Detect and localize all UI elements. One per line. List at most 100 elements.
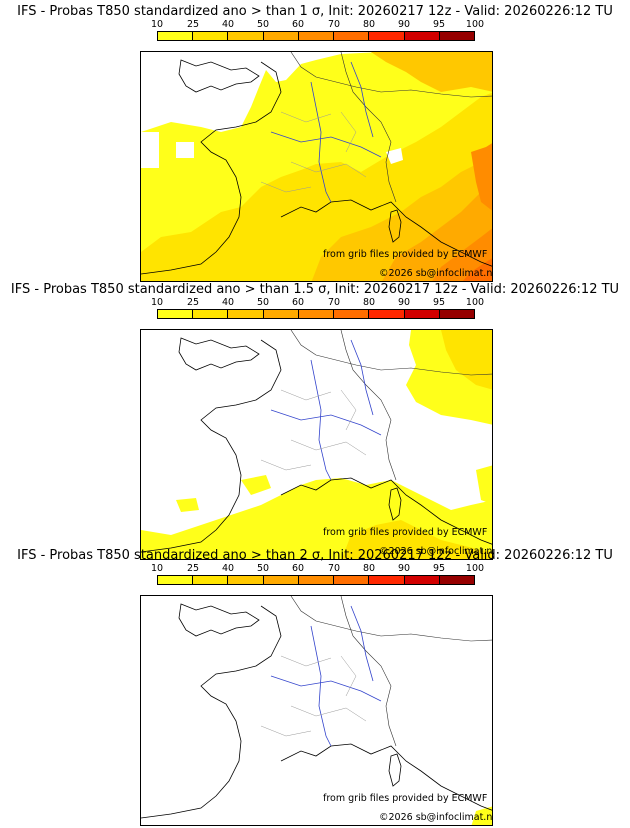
coastline (280, 743, 492, 811)
colorbar-tick: 25 (186, 19, 200, 30)
colorbar-tick: 90 (397, 297, 411, 308)
coastline (141, 339, 282, 553)
colorbar (157, 309, 475, 319)
colorbar-swatch (439, 310, 474, 318)
no-signal-area (141, 52, 266, 117)
river (350, 339, 374, 416)
no-signal-patch (386, 148, 403, 164)
map-panel-1: IFS - Probas T850 standardized ano > tha… (0, 4, 630, 282)
coastline (388, 487, 402, 521)
colorbar-tick: 25 (186, 563, 200, 574)
coastline (388, 753, 402, 787)
coastline (178, 337, 260, 371)
river (310, 625, 332, 747)
river (310, 359, 332, 481)
river (350, 61, 374, 138)
colorbar-swatch (298, 32, 335, 40)
colorbar-tick: 10 (150, 297, 164, 308)
river (270, 675, 382, 702)
colorbar (157, 31, 475, 41)
coastline (280, 477, 492, 545)
prob-area-west-patch (241, 475, 271, 495)
colorbar-swatch (263, 32, 299, 40)
colorbar-tick: 90 (397, 19, 411, 30)
panel-title: IFS - Probas T850 standardized ano > tha… (17, 4, 613, 19)
colorbar-swatch (298, 310, 335, 318)
colorbar (157, 575, 475, 585)
colorbar-swatch (334, 576, 370, 584)
no-signal-patch (176, 142, 194, 158)
probability-map: from grib files provided by ECMWF ©2026 … (140, 51, 493, 282)
copyright-text: ©2026 sb@infoclimat.net (379, 812, 493, 823)
coastline (388, 209, 402, 243)
region-lines (260, 655, 367, 737)
colorbar-swatch (404, 32, 440, 40)
colorbar-swatch (439, 32, 474, 40)
colorbar-swatch (228, 32, 264, 40)
border (290, 330, 492, 376)
colorbar-swatch (193, 576, 229, 584)
copyright-text: ©2026 sb@infoclimat.net (379, 268, 493, 279)
colorbar-tick: 70 (327, 19, 341, 30)
coastline (178, 603, 260, 637)
colorbar-swatch (369, 310, 405, 318)
colorbar-swatch (158, 310, 194, 318)
colorbar-tick: 40 (221, 297, 235, 308)
colorbar-tick: 70 (327, 563, 341, 574)
prob-area-east (471, 143, 492, 211)
colorbar-tick: 40 (221, 563, 235, 574)
map-graphic (141, 596, 492, 825)
border (340, 52, 397, 203)
colorbar-tick: 100 (465, 563, 485, 574)
region-lines (260, 111, 367, 193)
border (340, 330, 397, 481)
data-credit: from grib files provided by ECMWF (323, 527, 488, 538)
map-panel-2: IFS - Probas T850 standardized ano > tha… (0, 282, 630, 560)
data-credit: from grib files provided by ECMWF (323, 793, 488, 804)
colorbar-tick: 25 (186, 297, 200, 308)
prob-area-10-corner (471, 806, 492, 825)
colorbar-swatch (334, 310, 370, 318)
colorbar-tick: 95 (432, 563, 446, 574)
colorbar-tick: 10 (150, 19, 164, 30)
colorbar-swatch (158, 32, 194, 40)
copyright-text: ©2026 sb@infoclimat.net (379, 546, 493, 557)
colorbar-tick: 100 (465, 297, 485, 308)
colorbar-tick: 60 (291, 563, 305, 574)
colorbar-swatch (369, 576, 405, 584)
river (350, 605, 374, 682)
prob-area-25-south (341, 520, 492, 559)
prob-area-east (476, 465, 492, 505)
colorbar-ticks: 10 25 40 50 60 70 80 90 95 100 (0, 564, 630, 576)
colorbar-swatch (369, 32, 405, 40)
colorbar-tick: 50 (256, 19, 270, 30)
colorbar-swatch (298, 576, 335, 584)
colorbar-tick: 60 (291, 297, 305, 308)
map-graphic (141, 52, 492, 281)
colorbar-swatch (193, 32, 229, 40)
colorbar-swatch (158, 576, 194, 584)
probability-map: from grib files provided by ECMWF ©2026 … (140, 595, 493, 826)
colorbar-swatch (228, 576, 264, 584)
colorbar-tick: 80 (362, 19, 376, 30)
coastline (141, 605, 282, 819)
colorbar-swatch (404, 576, 440, 584)
data-credit: from grib files provided by ECMWF (323, 249, 488, 260)
probability-map: from grib files provided by ECMWF ©2026 … (140, 329, 493, 560)
colorbar-swatch (439, 576, 474, 584)
map-graphic (141, 330, 492, 559)
colorbar-swatch (404, 310, 440, 318)
colorbar-swatch (263, 576, 299, 584)
river (310, 81, 332, 203)
colorbar-tick: 10 (150, 563, 164, 574)
prob-area-70 (462, 258, 492, 281)
border (290, 52, 492, 98)
border (290, 596, 492, 642)
prob-area-25-north (371, 52, 492, 92)
colorbar-tick: 90 (397, 563, 411, 574)
colorbar-swatch (228, 310, 264, 318)
colorbar-tick: 95 (432, 297, 446, 308)
region-lines (260, 389, 367, 471)
colorbar-tick: 40 (221, 19, 235, 30)
prob-area-60 (432, 228, 492, 281)
